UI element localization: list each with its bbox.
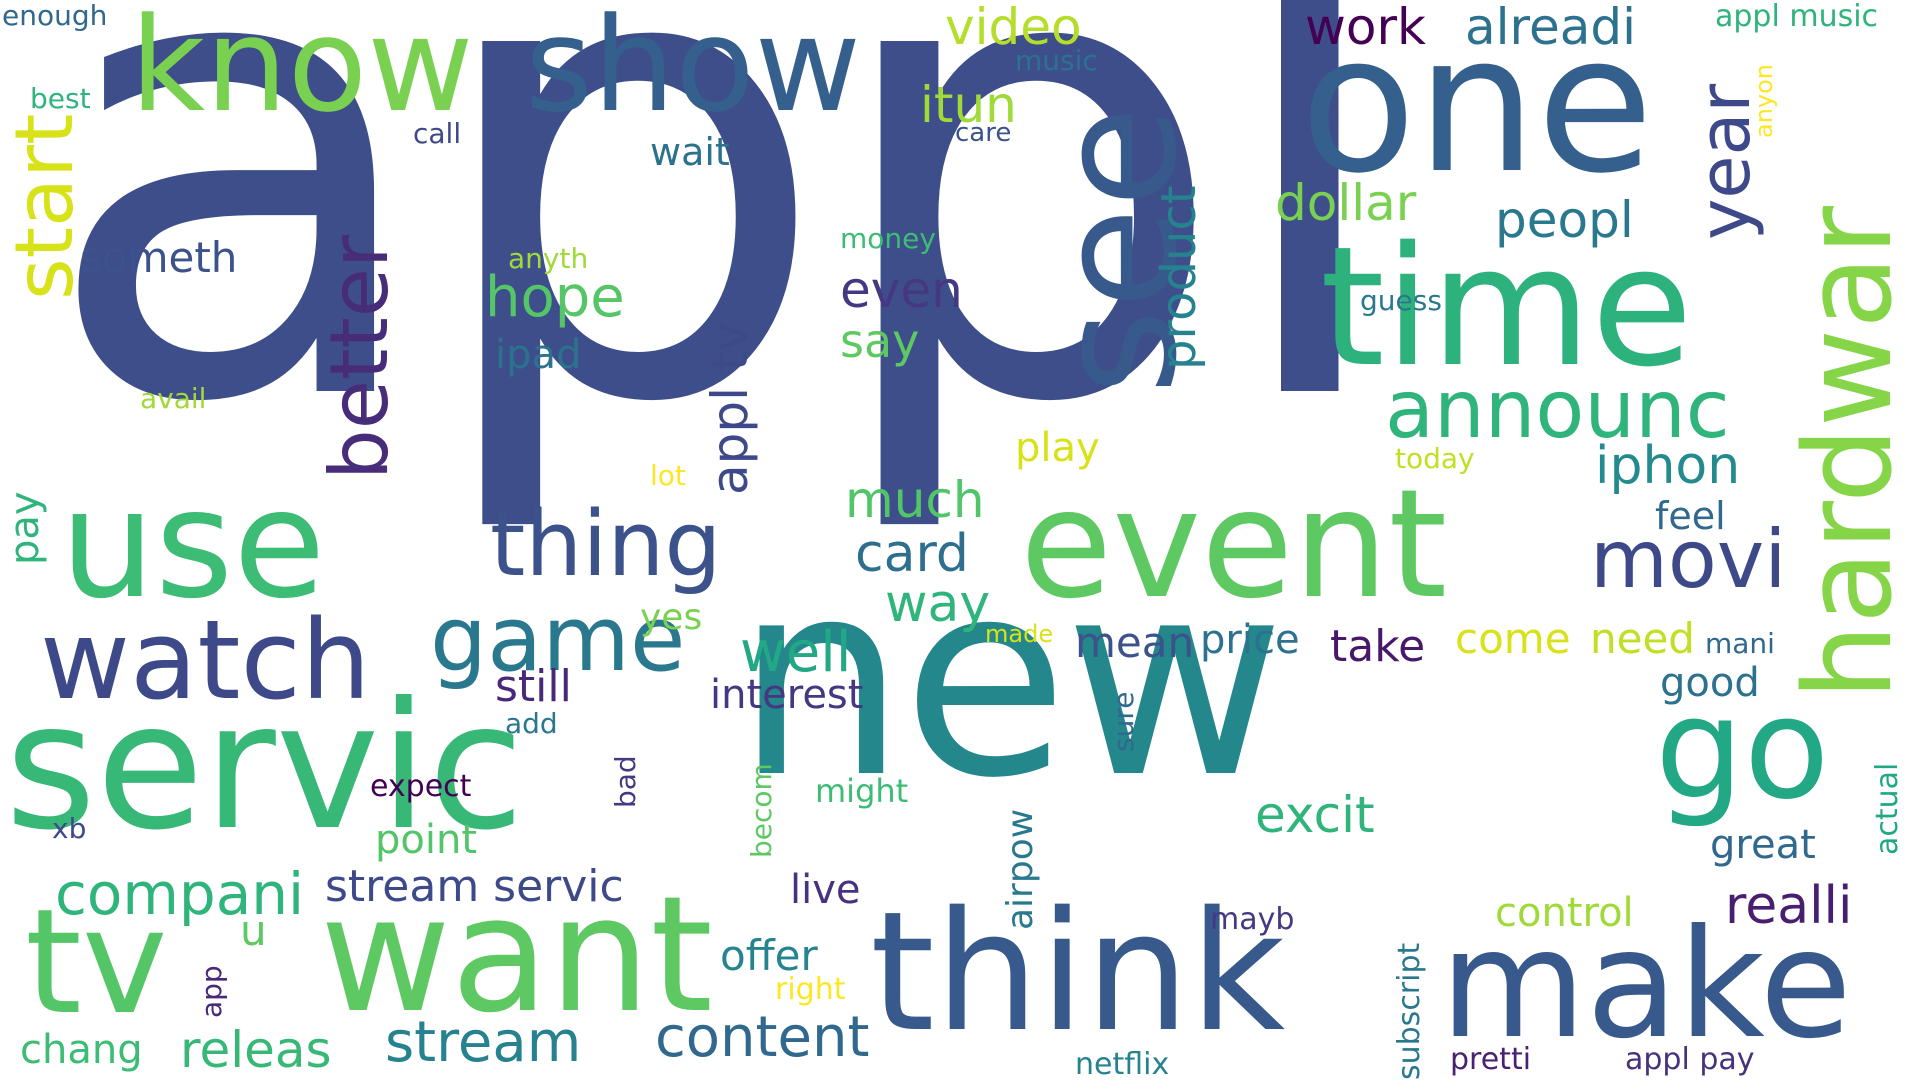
word-offer: offer — [720, 931, 818, 980]
word-thing: thing — [490, 492, 722, 597]
word-video: video — [945, 0, 1082, 56]
word-play: play — [1015, 425, 1100, 471]
word-mean: mean — [1075, 618, 1195, 667]
word-appl-music: appl music — [1715, 0, 1879, 34]
word-chang: chang — [20, 1027, 143, 1073]
word-music: music — [1015, 44, 1098, 77]
word-show: show — [525, 0, 861, 141]
word-mayb: mayb — [1210, 902, 1295, 937]
word-care: care — [955, 118, 1012, 148]
word-card: card — [855, 524, 969, 584]
word-point: point — [375, 817, 478, 863]
word-way: way — [885, 574, 991, 634]
word-even: even — [840, 261, 963, 319]
word-pay: pay — [2, 491, 48, 565]
word-announc: announc — [1385, 363, 1730, 456]
word-movi: movi — [1590, 513, 1787, 606]
word-today: today — [1395, 442, 1475, 475]
word-price: price — [1200, 617, 1300, 663]
word-add: add — [505, 707, 558, 740]
word-game: game — [430, 587, 686, 692]
word-use: use — [60, 458, 326, 632]
word-interest: interest — [710, 672, 864, 718]
word-product: product — [1151, 185, 1207, 370]
word-anyth: anyth — [508, 242, 589, 275]
word-enough: enough — [2, 0, 108, 32]
word-great: great — [1710, 822, 1816, 868]
word-watch: watch — [40, 596, 371, 724]
word-need: need — [1590, 614, 1695, 663]
word-one: one — [1300, 0, 1654, 215]
word-still: still — [495, 661, 572, 712]
word-guess: guess — [1360, 284, 1442, 317]
word-appl-pay: appl pay — [1625, 1042, 1755, 1077]
word-actual: actual — [1870, 762, 1905, 855]
word-becom: becom — [745, 763, 778, 858]
word-iphon: iphon — [1595, 436, 1741, 496]
word-mani: mani — [1705, 627, 1775, 660]
word-come: come — [1455, 614, 1571, 663]
word-app: app — [195, 965, 228, 1018]
word-ipad: ipad — [495, 332, 582, 378]
word-pretti: pretti — [1450, 1042, 1532, 1077]
word-lot: lot — [650, 459, 686, 492]
word-money: money — [840, 222, 936, 255]
word-excit: excit — [1255, 786, 1375, 844]
word-might: might — [815, 772, 909, 810]
word-avail: avail — [140, 382, 207, 415]
word-stream: stream — [385, 1010, 582, 1075]
word-expect: expect — [370, 769, 472, 804]
word-xb: xb — [52, 812, 87, 845]
word-someth: someth — [80, 233, 238, 282]
word-feel: feel — [1655, 494, 1726, 538]
word-u: u — [240, 906, 267, 955]
word-make: make — [1440, 898, 1852, 1072]
word-tv: tv — [25, 878, 168, 1047]
word-best: best — [30, 82, 91, 115]
word-subscript: subscript — [1392, 942, 1427, 1080]
word-yes: yes — [640, 597, 703, 638]
word-new: new — [735, 522, 1285, 837]
word-hope: hope — [485, 265, 625, 330]
word-want: want — [320, 861, 714, 1048]
word-netflix: netflix — [1075, 1047, 1170, 1080]
word-live: live — [790, 867, 861, 913]
word-control: control — [1495, 890, 1634, 936]
word-start: start — [0, 113, 91, 300]
word-realli: realli — [1725, 876, 1853, 936]
word-releas: releas — [180, 1021, 332, 1079]
word-time: time — [1320, 211, 1693, 403]
word-better: better — [313, 235, 406, 480]
word-content: content — [655, 1005, 870, 1070]
word-anyon: anyon — [1750, 63, 1778, 138]
word-say: say — [840, 314, 920, 368]
word-companie: compani — [55, 860, 305, 928]
word-made: made — [985, 620, 1054, 648]
word-appl-tv: appl tv — [701, 321, 759, 495]
word-well: well — [740, 620, 852, 685]
word-work: work — [1305, 0, 1426, 56]
word-stream-servic: stream servic — [325, 861, 624, 912]
word-good: good — [1660, 660, 1760, 706]
word-itun: itun — [920, 76, 1017, 134]
word-peopl: peopl — [1495, 191, 1634, 249]
word-call: call — [413, 117, 462, 150]
word-take: take — [1330, 621, 1426, 672]
word-event: event — [1020, 458, 1448, 632]
word-know: know — [130, 0, 474, 141]
word-airpow: airpow — [1000, 808, 1041, 930]
word-alreadi: alreadi — [1465, 0, 1637, 56]
word-think: think — [870, 876, 1286, 1068]
word-appl: appl — [40, 0, 1398, 542]
word-go: go — [1655, 668, 1830, 831]
word-wait: wait — [650, 130, 730, 174]
word-sure: sure — [1107, 691, 1140, 752]
word-dollar: dollar — [1275, 174, 1417, 232]
word-right: right — [775, 972, 846, 1007]
word-servic: servic — [5, 666, 525, 869]
word-much: much — [845, 471, 985, 529]
word-hardwar: hardwar — [1780, 205, 1919, 700]
word-bad: bad — [609, 755, 642, 808]
